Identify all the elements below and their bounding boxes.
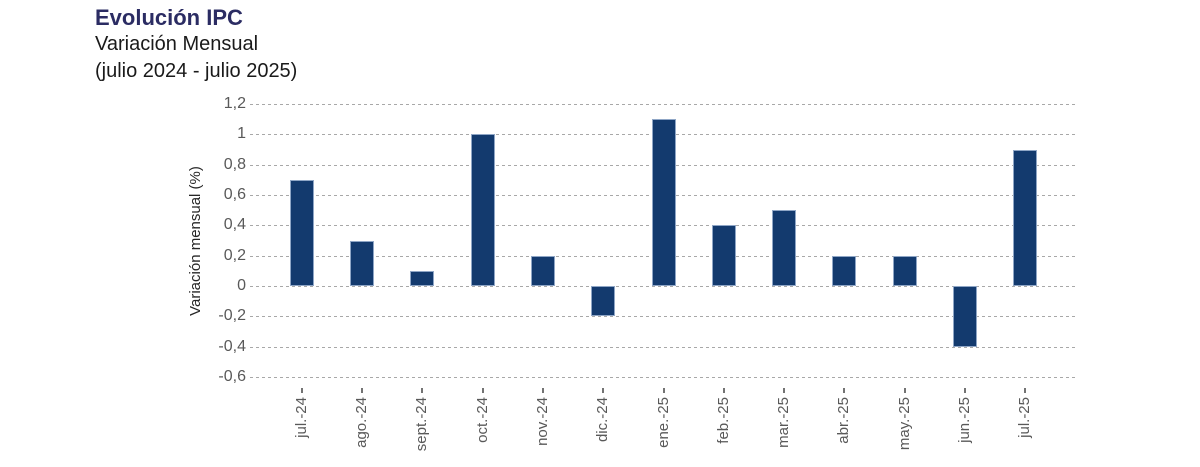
y-tick-label: 0,4 xyxy=(223,216,246,234)
bar-abr-25 xyxy=(832,255,857,286)
y-tick-label: 1,2 xyxy=(223,95,246,112)
x-axis-tick xyxy=(964,388,967,393)
x-tick-label: abr.-25 xyxy=(835,397,853,444)
bar-ago-24 xyxy=(349,240,374,286)
bar-jul-24 xyxy=(289,179,314,286)
y-tick-label: -0,4 xyxy=(218,337,246,355)
x-tick-label: feb.-25 xyxy=(714,397,732,444)
x-axis-tick xyxy=(783,388,786,393)
bar-nov-24 xyxy=(530,255,555,286)
x-axis-tick xyxy=(843,388,846,393)
x-tick-label: nov.-24 xyxy=(533,397,551,446)
gridline xyxy=(250,377,1077,378)
x-tick-label: jul.-24 xyxy=(292,397,310,438)
x-tick-label: dic.-24 xyxy=(594,397,612,443)
x-axis-tick xyxy=(481,388,484,393)
x-tick-label: ago.-24 xyxy=(352,397,370,448)
x-axis-tick xyxy=(903,388,906,393)
x-tick-label: oct.-24 xyxy=(473,397,491,443)
chart-subtitle: Variación Mensual xyxy=(95,33,259,55)
x-axis-tick xyxy=(722,388,725,393)
x-axis-tick xyxy=(541,388,544,393)
y-tick-label: 0,8 xyxy=(223,155,246,173)
x-axis-tick xyxy=(421,388,424,393)
x-tick-label: jun.-25 xyxy=(956,397,974,443)
bar-dic-24 xyxy=(591,286,616,317)
x-axis-tick xyxy=(360,388,363,393)
x-axis-tick xyxy=(300,388,303,393)
y-tick-label: 0,6 xyxy=(223,186,246,203)
bar-may-25 xyxy=(892,255,917,286)
y-tick-label: 0 xyxy=(237,277,246,294)
chart-period: (julio 2024 - julio 2025) xyxy=(95,60,298,82)
bar-jul-25 xyxy=(1013,149,1038,286)
y-tick-label: 1 xyxy=(237,125,246,143)
x-tick-label: may.-25 xyxy=(895,397,913,451)
x-axis-tick xyxy=(602,388,605,393)
bar-feb-25 xyxy=(711,225,736,286)
gridline xyxy=(250,104,1077,105)
chart-header: Evolución IPC Variación Mensual (julio 2… xyxy=(95,4,297,85)
bar-mar-25 xyxy=(772,210,797,286)
bar-sept-24 xyxy=(410,270,435,286)
y-tick-label: -0,6 xyxy=(218,368,246,385)
gridline xyxy=(250,346,1077,348)
bar-jun-25 xyxy=(953,286,978,347)
bar-oct-24 xyxy=(470,134,495,286)
x-tick-label: mar.-25 xyxy=(775,397,793,448)
x-tick-label: sept.-24 xyxy=(413,397,431,452)
y-tick-label: -0,2 xyxy=(218,307,246,325)
chart-title: Evolución IPC xyxy=(95,5,243,30)
gridline xyxy=(250,316,1077,318)
x-axis-tick xyxy=(1024,388,1027,393)
y-tick-label: 0,2 xyxy=(223,246,246,264)
x-axis-tick xyxy=(662,388,665,393)
x-tick-label: jul.-25 xyxy=(1016,397,1034,438)
bar-ene-25 xyxy=(651,119,676,286)
x-tick-label: ene.-25 xyxy=(654,397,672,448)
gridline xyxy=(250,286,1077,287)
